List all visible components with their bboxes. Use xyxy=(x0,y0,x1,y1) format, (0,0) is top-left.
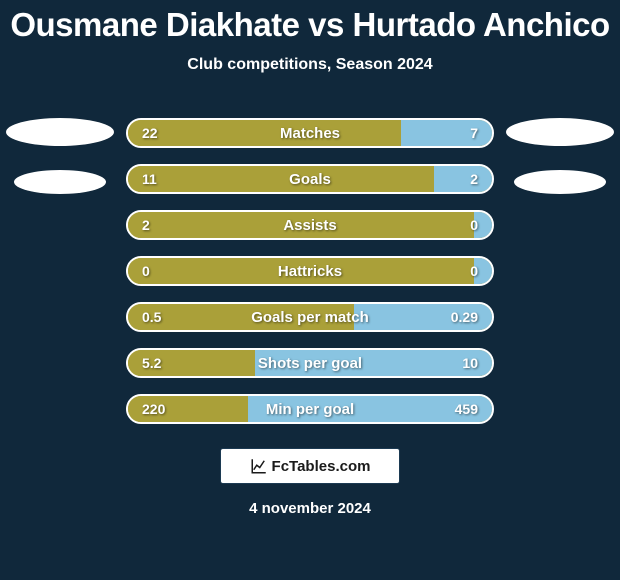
stat-label: Assists xyxy=(128,217,492,234)
logo-box[interactable]: FcTables.com xyxy=(220,448,400,484)
stat-row: 112Goals xyxy=(126,164,494,194)
stat-label: Min per goal xyxy=(128,401,492,418)
right-oval-2 xyxy=(514,170,606,194)
stat-row: 20Assists xyxy=(126,210,494,240)
comparison-area: 227Matches 112Goals 20Assists 00Hattricks 0.… xyxy=(0,118,620,424)
left-ovals xyxy=(0,118,120,218)
stat-label: Matches xyxy=(128,125,492,142)
page-subtitle: Club competitions, Season 2024 xyxy=(187,56,432,74)
left-oval-1 xyxy=(6,118,114,146)
stat-row: 220459Min per goal xyxy=(126,394,494,424)
logo-text: FcTables.com xyxy=(272,458,371,475)
stat-label: Hattricks xyxy=(128,263,492,280)
stat-row: 0.50.29Goals per match xyxy=(126,302,494,332)
stat-row: 227Matches xyxy=(126,118,494,148)
stat-label: Goals per match xyxy=(128,309,492,326)
date-label: 4 november 2024 xyxy=(249,500,371,517)
stat-row: 5.210Shots per goal xyxy=(126,348,494,378)
left-oval-2 xyxy=(14,170,106,194)
right-oval-1 xyxy=(506,118,614,146)
stat-bars: 227Matches 112Goals 20Assists 00Hattricks 0.… xyxy=(126,118,494,424)
stat-row: 00Hattricks xyxy=(126,256,494,286)
comparison-page: Ousmane Diakhate vs Hurtado Anchico Club… xyxy=(0,0,620,580)
page-title: Ousmane Diakhate vs Hurtado Anchico xyxy=(10,6,609,44)
right-ovals xyxy=(500,118,620,218)
stat-label: Shots per goal xyxy=(128,355,492,372)
chart-icon xyxy=(250,457,268,475)
stat-label: Goals xyxy=(128,171,492,188)
